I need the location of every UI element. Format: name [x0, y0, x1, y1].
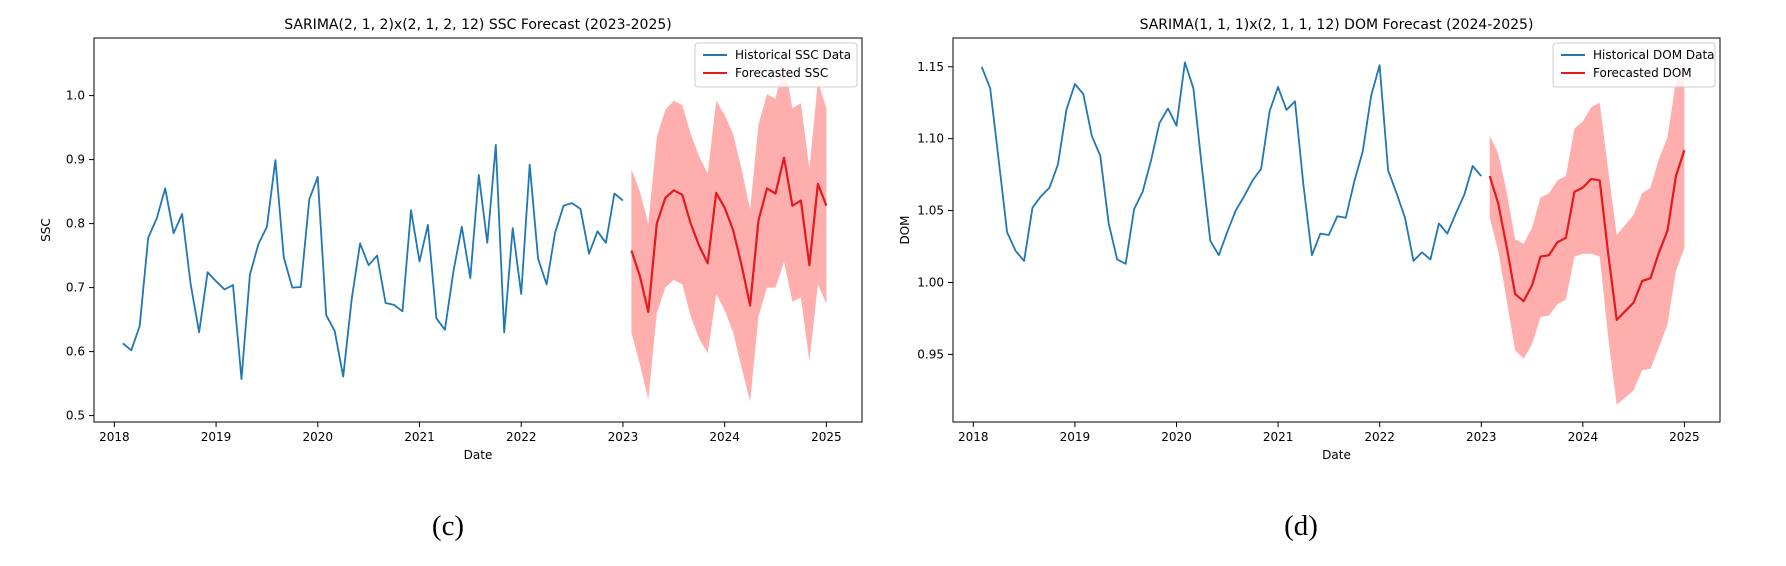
legend: Historical SSC Data Forecasted SSC	[694, 42, 858, 88]
confidence-band	[631, 62, 827, 402]
legend-label: Historical DOM Data	[1593, 48, 1715, 62]
x-tick-label: 2018	[99, 430, 130, 444]
y-tick-label: 0.9	[66, 153, 85, 167]
x-tick-label: 2023	[608, 430, 639, 444]
caption-d: (d)	[1284, 510, 1318, 542]
x-tick-label: 2021	[1263, 430, 1294, 444]
y-tick-label: 0.95	[917, 347, 944, 361]
legend-label: Historical SSC Data	[735, 48, 851, 62]
y-tick-label: 0.5	[66, 409, 85, 423]
historical-line	[980, 61, 1482, 265]
x-tick-label: 2022	[1364, 430, 1395, 444]
y-tick-label: 1.0	[66, 89, 85, 103]
y-tick-label: 1.15	[917, 60, 944, 74]
y-axis-label: SSC	[39, 218, 53, 242]
x-tick-label: 2023	[1466, 430, 1497, 444]
x-tick-label: 2024	[1568, 430, 1599, 444]
plot-frame	[952, 37, 1721, 423]
forecast-line	[1488, 149, 1686, 321]
x-axis-label: Date	[1322, 448, 1351, 462]
legend-box	[1552, 42, 1716, 88]
x-tick-label: 2025	[811, 430, 842, 444]
y-tick-label: 1.05	[917, 204, 944, 218]
legend-label: Forecasted SSC	[735, 66, 828, 80]
x-axis-label: Date	[464, 448, 493, 462]
legend: Historical DOM Data Forecasted DOM	[1552, 42, 1716, 88]
plot-frame	[93, 37, 863, 423]
legend-label: Forecasted DOM	[1593, 66, 1692, 80]
x-tick-label: 2021	[404, 430, 435, 444]
x-tick-label: 2022	[506, 430, 537, 444]
confidence-band	[1489, 53, 1685, 405]
chart-1: 2018 2019 2020 2021 2022 2023 2024 2025 0.95 1.00…	[898, 17, 1721, 462]
y-tick-label: 1.10	[917, 132, 944, 146]
x-tick-label: 2019	[1060, 430, 1091, 444]
x-tick-label: 2019	[201, 430, 232, 444]
y-tick-label: 0.7	[66, 281, 85, 295]
chart-title: SARIMA(2, 1, 2)x(2, 1, 2, 12) SSC Foreca…	[284, 17, 672, 33]
chart-0: 2018 2019 2020 2021 2022 2023 2024 2025 0.5 0.6 0.…	[39, 17, 863, 462]
forecast-line	[630, 156, 828, 313]
x-tick-label: 2020	[1161, 430, 1192, 444]
x-tick-label: 2020	[303, 430, 334, 444]
x-tick-label: 2018	[958, 430, 989, 444]
chart-title: SARIMA(1, 1, 1)x(2, 1, 1, 12) DOM Foreca…	[1140, 17, 1534, 33]
caption-c: (c)	[431, 510, 465, 542]
y-tick-label: 0.8	[66, 217, 85, 231]
y-axis-label: DOM	[898, 215, 912, 244]
x-tick-label: 2025	[1669, 430, 1700, 444]
y-tick-label: 1.00	[917, 275, 944, 289]
historical-line	[122, 144, 624, 380]
legend-box	[694, 42, 858, 88]
x-tick-label: 2024	[709, 430, 740, 444]
y-tick-label: 0.6	[66, 345, 85, 359]
